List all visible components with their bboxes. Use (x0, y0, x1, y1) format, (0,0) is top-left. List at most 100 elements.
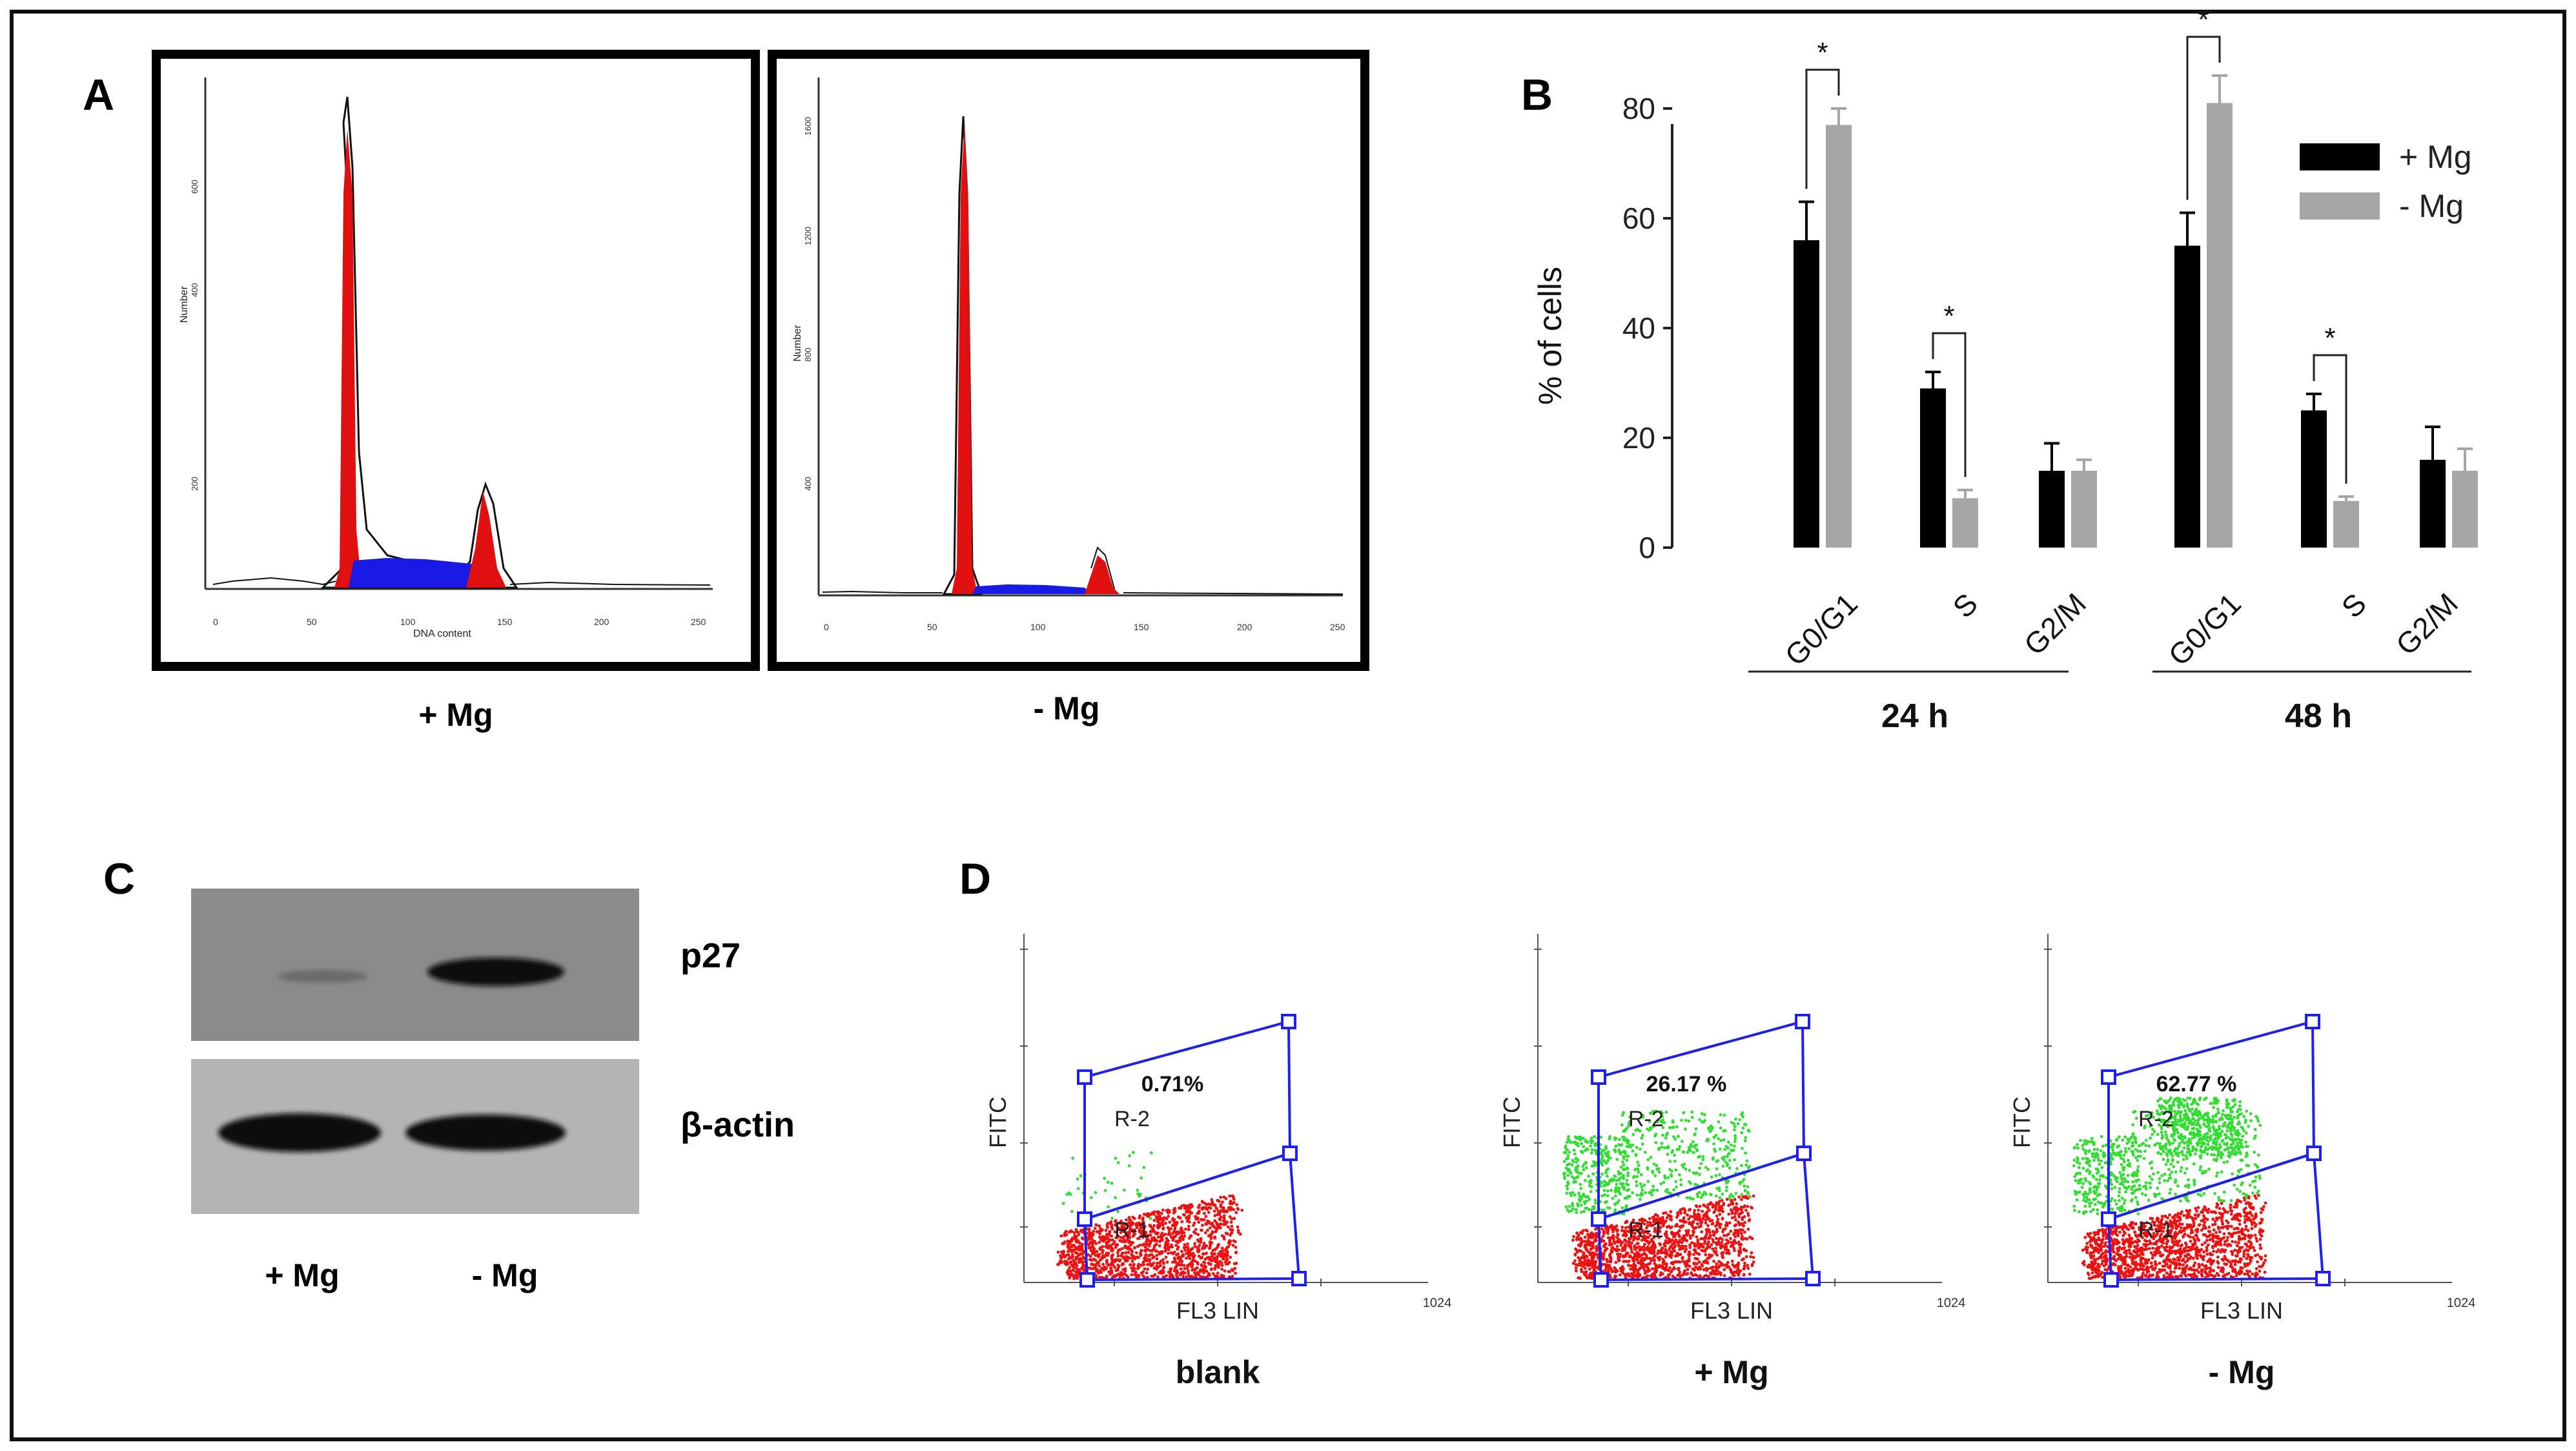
scatter-dot-r1 (2124, 1224, 2128, 1228)
scatter-dot-r1 (1724, 1245, 1728, 1248)
scatter-dot-r1 (2158, 1251, 2162, 1255)
scatter-dot-r1 (1739, 1206, 1743, 1209)
scatter-dot-r1 (2090, 1266, 2094, 1270)
scatter-dot-r1 (1129, 1243, 1132, 1247)
y-tick-label: 0 (1639, 531, 1655, 564)
scatter-dot-r1 (1623, 1254, 1626, 1258)
scatter-dot-r2 (1694, 1127, 1698, 1131)
scatter-dot-r1 (1584, 1228, 1588, 1232)
scatter-dot-r1 (1743, 1215, 1746, 1219)
scatter-dot-r1 (1735, 1206, 1739, 1210)
scatter-dot-r2 (1674, 1180, 1677, 1184)
scatter-dot-r1 (1158, 1244, 1161, 1248)
scatter-dot-r1 (1720, 1251, 1724, 1255)
scatter-dot-r2 (1076, 1177, 1079, 1181)
scatter-dot-r1 (2094, 1249, 2098, 1253)
scatter-dot-r2 (1732, 1148, 1735, 1152)
scatter-dot-r1 (1207, 1202, 1211, 1206)
scatter-dot-r1 (1617, 1238, 1621, 1242)
scatter-dot-r1 (1090, 1252, 1094, 1255)
scatter-dot-r1 (1622, 1267, 1625, 1271)
scatter-dot-r1 (1105, 1233, 1109, 1236)
scatter-dot-r2 (1626, 1138, 1630, 1142)
hist2-baseline-noise (822, 590, 1344, 595)
scatter-dot-r1 (1693, 1242, 1696, 1246)
scatter-dot-r1 (2187, 1249, 2191, 1253)
scatter-dot-r1 (1717, 1206, 1721, 1210)
scatter-dot-r1 (1745, 1237, 1749, 1241)
scatter-dot-r1 (1712, 1203, 1715, 1206)
scatter-dot-r1 (1114, 1223, 1118, 1227)
scatter-dot-r2 (1652, 1188, 1656, 1192)
scatter-dot-r1 (1714, 1208, 1717, 1211)
scatter-dot-r1 (1180, 1231, 1184, 1235)
scatter-dot-r1 (1200, 1228, 1203, 1232)
scatter-dot-r2 (1726, 1155, 1729, 1158)
scatter-dot-r2 (1646, 1127, 1649, 1131)
scatter-dot-r1 (1684, 1220, 1688, 1224)
scatter-dot-r1 (2100, 1262, 2104, 1266)
scatter-dot-r1 (2264, 1201, 2267, 1205)
scatter-dot-r1 (2235, 1204, 2239, 1207)
scatter-dot-r1 (2092, 1258, 2096, 1261)
scatter-dot-r1 (2113, 1263, 2117, 1267)
scatter-dot-r1 (2205, 1252, 2209, 1256)
blot-label-p27: p27 (680, 936, 741, 975)
scatter-dot-r1 (1608, 1240, 1611, 1244)
scatter-dot-r1 (1197, 1250, 1200, 1253)
scatter-dot-r1 (2172, 1243, 2176, 1247)
scatter-dot-r1 (2131, 1256, 2134, 1260)
scatter-dot-r1 (1733, 1270, 1736, 1274)
scatter-dot-r1 (1646, 1224, 1650, 1228)
scatter-dot-r1 (1139, 1253, 1143, 1257)
scatter-dot-r1 (1081, 1265, 1084, 1269)
scatter-dot-r2 (1741, 1111, 1744, 1115)
scatter-dot-r1 (1098, 1253, 1101, 1256)
scatter-dot-r1 (1209, 1226, 1212, 1230)
scatter-dot-r1 (2251, 1207, 2255, 1211)
scatter-dot-r1 (2253, 1249, 2256, 1252)
scatter-dot-r1 (1225, 1253, 1229, 1256)
scatter-dot-r2 (1643, 1151, 1647, 1154)
scatter-dot-r1 (2222, 1232, 2226, 1235)
bar (2420, 460, 2446, 548)
scatter-dot-r1 (1665, 1262, 1668, 1266)
scatter-dot-r1 (1744, 1249, 1748, 1253)
scatter-dot-r1 (2260, 1220, 2263, 1224)
scatter-dot-r1 (1661, 1272, 1664, 1276)
scatter-dot-r1 (1719, 1244, 1722, 1248)
scatter-dot-r1 (1720, 1207, 1724, 1210)
scatter-dot-r1 (1146, 1268, 1150, 1271)
scatter-dot-r1 (2202, 1226, 2205, 1230)
scatter-dot-r1 (1602, 1230, 1606, 1233)
scatter-dot-r1 (1092, 1249, 1096, 1253)
scatter-dot-r1 (2171, 1226, 2174, 1230)
scatter-dot-r1 (1592, 1263, 1596, 1267)
scatter-dot-r1 (1688, 1215, 1692, 1219)
scatter-dot-r1 (1660, 1265, 1664, 1269)
scatter-dot-r1 (1130, 1259, 1134, 1263)
scatter-dot-r1 (2087, 1234, 2090, 1238)
scatter-dot-r1 (1189, 1275, 1192, 1279)
scatter-dot-r1 (2233, 1263, 2237, 1266)
scatter-dot-r2 (1574, 1157, 1578, 1160)
scatter-dot-r1 (2146, 1268, 2150, 1271)
scatter-dot-r1 (1137, 1255, 1140, 1259)
scatter-dot-r1 (1232, 1200, 1236, 1204)
scatter-dot-r1 (1183, 1234, 1187, 1238)
scatter-dot-r1 (1230, 1224, 1234, 1228)
scatter-dot-r2 (1582, 1145, 1586, 1148)
scatter-dot-r1 (1209, 1268, 1213, 1271)
scatter-dot-r2 (1673, 1159, 1677, 1163)
scatter-dot-r1 (1730, 1208, 1733, 1211)
scatter-dot-r1 (2100, 1248, 2103, 1252)
scatter-dot-r1 (1138, 1243, 1142, 1247)
scatter-dot-r1 (2202, 1233, 2205, 1237)
scatter-dot-r1 (2202, 1250, 2205, 1254)
scatter-dot-r1 (1641, 1221, 1644, 1224)
scatter-dot-r1 (1579, 1277, 1582, 1280)
scatter-dot-r1 (2127, 1274, 2131, 1278)
scatter-dot-r2 (1741, 1147, 1744, 1150)
